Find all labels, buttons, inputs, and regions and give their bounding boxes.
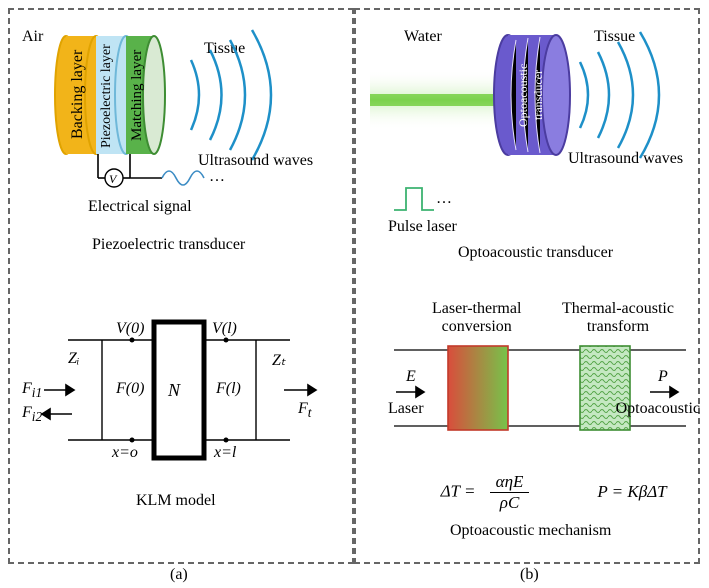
klm-Ft: Ft (298, 400, 311, 421)
klm-Fi2: Fi2 (22, 404, 42, 425)
water-label: Water (404, 28, 442, 46)
us-waves-a: Ultrasound waves (198, 152, 313, 170)
klm-F0: F(0) (116, 380, 144, 398)
klm-N: N (168, 380, 180, 401)
opto-transducer-label: Optoacoustic transducer (516, 40, 546, 150)
mechanism-title: Optoacoustic mechanism (450, 522, 611, 540)
tissue-label-a: Tissue (204, 40, 245, 58)
piezo-title: Piezoelectric transducer (92, 236, 245, 254)
klm-Zi: Zᵢ (68, 350, 79, 368)
E-label: E (406, 368, 416, 386)
us-waves-b: Ultrasound waves (568, 150, 683, 168)
elec-signal-label: Electrical signal (88, 198, 192, 216)
backing-layer-label: Backing layer (69, 44, 87, 144)
panel-a-tag: (a) (170, 566, 188, 584)
klm-xl: x=l (214, 444, 236, 462)
klm-Fl: F(l) (216, 380, 241, 398)
klm-Vl: V(l) (212, 320, 237, 338)
tissue-label-b: Tissue (594, 28, 635, 46)
klm-title: KLM model (136, 492, 216, 510)
sine-dots: … (209, 168, 226, 186)
ta-block-title: Thermal-acoustictransform (562, 300, 674, 335)
eq2: P = KβΔT (572, 482, 692, 502)
pulse-label: Pulse laser (388, 218, 457, 236)
klm-Zt: Zₜ (272, 350, 286, 370)
opto-title: Optoacoustic transducer (458, 244, 613, 262)
klm-Fi1: Fi1 (22, 380, 42, 401)
panel-b-tag: (b) (520, 566, 539, 584)
laser-label: Laser (388, 400, 424, 418)
page-root: Air Tissue Backing lay (0, 0, 709, 588)
panel-a-frame (8, 8, 354, 564)
klm-V0: V(0) (116, 320, 144, 338)
piezo-layer-label: Piezoelectric layer (99, 38, 115, 154)
pulse-dots: … (436, 190, 453, 208)
P-label: P (658, 368, 668, 386)
meter-v-label: V (109, 172, 116, 187)
lt-block-title: Laser-thermalconversion (432, 300, 521, 335)
matching-layer-label: Matching layer (129, 40, 146, 150)
opto-label: Optoacoustic (610, 400, 700, 418)
air-label: Air (22, 28, 43, 46)
klm-x0: x=o (112, 444, 138, 462)
eq1: ΔT = αηE ρC (400, 472, 570, 513)
